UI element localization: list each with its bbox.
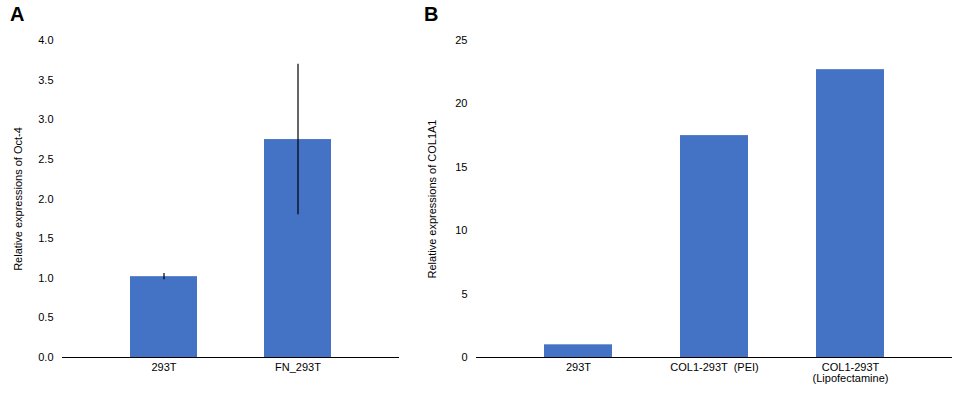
svg-text:20: 20 [455, 97, 467, 109]
svg-text:Relative expressions of Oct-4: Relative expressions of Oct-4 [12, 127, 24, 271]
svg-text:2.5: 2.5 [38, 153, 53, 165]
svg-text:FN_293T: FN_293T [275, 361, 321, 373]
html-text:A: A [10, 3, 25, 25]
svg-text:293T: 293T [566, 361, 591, 373]
html-text:B: B [424, 3, 439, 25]
svg-text:COL1-293T (PEI): COL1-293T (PEI) [670, 361, 758, 373]
svg-text:1.0: 1.0 [38, 272, 53, 284]
svg-text:Relative expressions of COL1A1: Relative expressions of COL1A1 [426, 120, 438, 279]
svg-text:COL1-293T(Lipofectamine): COL1-293T(Lipofectamine) [813, 361, 889, 384]
svg-text:0.5: 0.5 [38, 311, 53, 323]
svg-text:0.0: 0.0 [38, 351, 53, 363]
svg-text:293T: 293T [151, 361, 176, 373]
svg-text:4.0: 4.0 [38, 34, 53, 46]
svg-text:10: 10 [455, 224, 467, 236]
svg-text:0: 0 [461, 351, 467, 363]
svg-text:5: 5 [461, 288, 467, 300]
svg-text:3.5: 3.5 [38, 74, 53, 86]
svg-text:2.0: 2.0 [38, 193, 53, 205]
svg-text:15: 15 [455, 161, 467, 173]
svg-text:3.0: 3.0 [38, 113, 53, 125]
svg-text:1.5: 1.5 [38, 232, 53, 244]
svg-text:25: 25 [455, 34, 467, 46]
